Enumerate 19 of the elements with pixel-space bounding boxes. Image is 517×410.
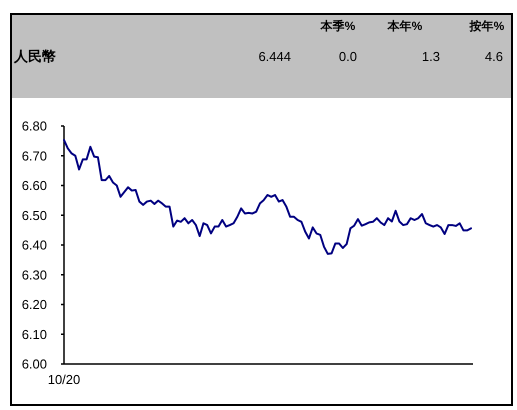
- text: 6.444: [258, 49, 291, 64]
- y-tick-label: 6.20: [22, 297, 47, 312]
- y-tick-label: 6.40: [22, 238, 47, 252]
- text: 1.3: [422, 49, 440, 64]
- line-series: [63, 138, 472, 255]
- text: 按年%: [468, 19, 505, 33]
- text: 本年%: [386, 19, 423, 33]
- text: 0.0: [338, 49, 357, 64]
- text: 本季%: [320, 19, 356, 33]
- x-tick-label: 10/20: [48, 372, 80, 387]
- y-tick-label: 6.50: [22, 208, 47, 223]
- y-tick-label: 6.30: [22, 267, 47, 282]
- y-tick-label: 6.00: [22, 356, 47, 372]
- chart-title: 人民幣: [13, 48, 56, 64]
- text: 4.6: [484, 49, 503, 64]
- y-tick-label: 6.10: [22, 326, 47, 342]
- y-tick-label: 6.70: [22, 148, 47, 164]
- y-tick-label: 6.60: [22, 178, 47, 193]
- y-tick-label: 6.80: [22, 118, 47, 134]
